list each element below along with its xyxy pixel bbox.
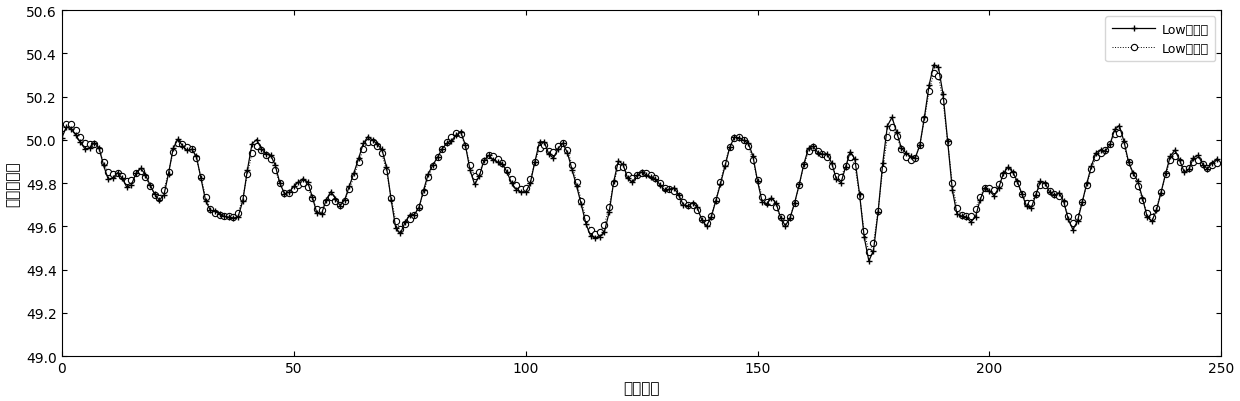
Low预测值 — [244, 152, 259, 156]
Low真实值 — [862, 259, 877, 264]
Low真实值 — [722, 146, 737, 150]
Low真实值 — [1172, 158, 1187, 163]
Line: Low真实值: Low真实值 — [58, 63, 1220, 264]
Low预测值 — [1172, 160, 1187, 165]
Legend: Low真实值, Low预测值: Low真实值, Low预测值 — [1105, 17, 1215, 62]
Y-axis label: 特性粘度值: 特性粘度值 — [5, 161, 21, 207]
Low真实值 — [532, 140, 547, 145]
Low预测值 — [55, 126, 69, 131]
Low预测值 — [722, 145, 737, 150]
Low真实值 — [518, 190, 533, 195]
Low真实值 — [926, 63, 941, 68]
Low真实值 — [852, 192, 867, 197]
X-axis label: 样本编号: 样本编号 — [624, 381, 660, 395]
Low预测值 — [1209, 161, 1224, 166]
Low真实值 — [1209, 157, 1224, 162]
Line: Low预测值: Low预测值 — [58, 71, 1220, 255]
Low预测值 — [852, 194, 867, 198]
Low预测值 — [926, 72, 941, 77]
Low预测值 — [862, 249, 877, 254]
Low预测值 — [532, 146, 547, 151]
Low预测值 — [518, 186, 533, 191]
Low真实值 — [244, 142, 259, 147]
Low真实值 — [55, 136, 69, 141]
